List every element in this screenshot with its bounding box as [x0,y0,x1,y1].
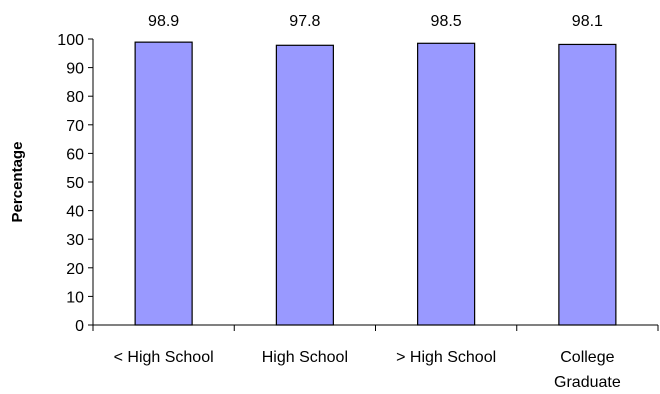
bar [275,44,334,326]
x-category-label: > High School [396,349,496,366]
bar [417,42,476,326]
y-axis: 0 10 20 30 40 50 60 70 80 90 100 [57,32,94,335]
y-tick-label: 100 [57,32,84,49]
x-axis: < High School High School > High School Col… [92,324,659,391]
bar-value-label: 97.8 [289,13,320,30]
y-tick-label: 90 [66,61,84,78]
bar-value-label: 98.9 [148,13,179,30]
data-labels: 98.9 97.8 98.5 98.1 [148,13,603,30]
y-tick-label: 10 [66,289,84,306]
x-category-label: Graduate [554,374,621,391]
bar-value-label: 98.1 [572,13,603,30]
x-category-label: High School [262,349,348,366]
y-tick-label: 0 [75,318,84,335]
y-tick-label: 30 [66,232,84,249]
y-tick-label: 80 [66,89,84,106]
x-category-label: College [560,349,614,366]
bar [558,43,617,326]
x-category-label: < High School [114,349,214,366]
y-tick-label: 70 [66,118,84,135]
bars [134,41,617,326]
y-axis-title: Percentage [9,142,26,223]
y-tick-label: 40 [66,204,84,221]
y-tick-label: 60 [66,146,84,163]
bar-value-label: 98.5 [431,13,462,30]
bar [134,41,193,326]
y-tick-label: 20 [66,261,84,278]
y-tick-label: 50 [66,175,84,192]
